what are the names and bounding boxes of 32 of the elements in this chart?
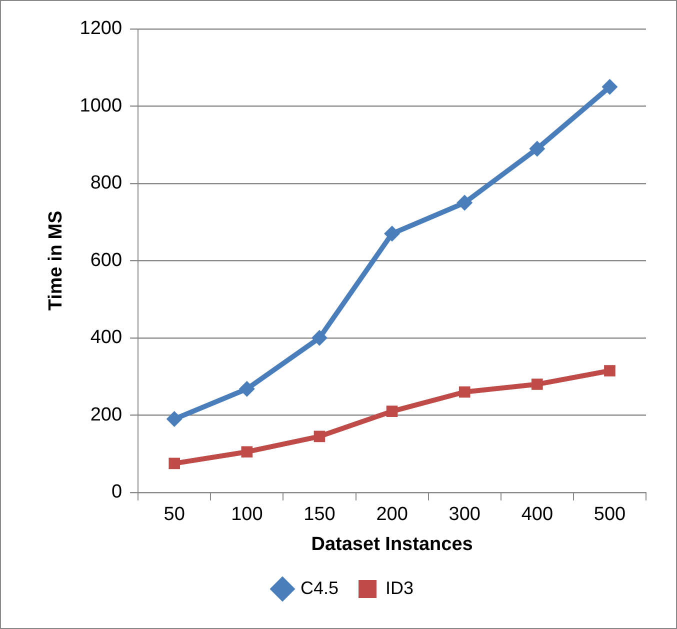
y-tick-label: 800 (90, 172, 122, 194)
legend-label: ID3 (386, 578, 414, 598)
point (384, 226, 400, 242)
legend-label: C4.5 (300, 578, 339, 598)
y-tick-label: 600 (90, 250, 122, 271)
y-tick-label: 1200 (80, 18, 122, 40)
point (166, 411, 182, 428)
point (314, 430, 326, 442)
point (168, 458, 180, 470)
point (241, 446, 253, 458)
x-tick-label: 150 (304, 504, 336, 526)
point (238, 380, 255, 397)
point (604, 365, 616, 376)
x-tick-label: 50 (164, 504, 185, 526)
x-tick-label: 500 (594, 504, 626, 526)
x-axis-title: Dataset Instances (311, 534, 473, 555)
x-tick-label: 200 (376, 504, 408, 526)
y-tick-label: 200 (90, 404, 122, 426)
point (311, 330, 328, 346)
point (602, 78, 618, 95)
y-axis-title: Time in MS (46, 210, 67, 311)
x-tick-label: 300 (448, 504, 480, 526)
point (456, 194, 473, 211)
point (458, 386, 470, 398)
y-tick-label: 1000 (80, 95, 122, 116)
x-tick-label: 400 (521, 504, 554, 526)
x-tick-label: 100 (231, 504, 263, 526)
y-tick-label: 0 (111, 482, 122, 503)
point (386, 406, 398, 417)
point (532, 378, 543, 390)
point (529, 140, 546, 157)
y-tick-label: 400 (90, 327, 122, 348)
